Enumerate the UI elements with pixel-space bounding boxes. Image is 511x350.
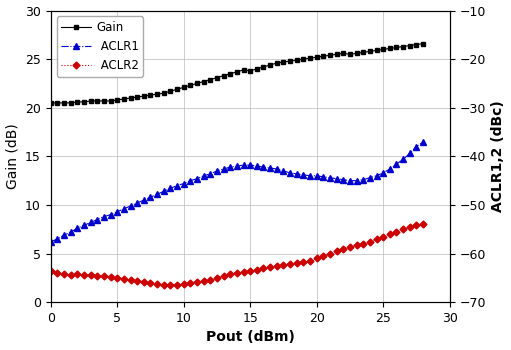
 ACLR1 [420, 140, 426, 144]
 ACLR2 [420, 222, 426, 226]
Y-axis label: Gain (dB): Gain (dB) [6, 124, 19, 189]
 ACLR2 [314, 256, 320, 260]
 ACLR1 [147, 195, 153, 199]
Gain [420, 42, 426, 46]
 ACLR1 [67, 230, 74, 234]
 ACLR2 [214, 276, 220, 280]
Gain [300, 57, 307, 61]
Gain [147, 93, 153, 97]
 ACLR2 [48, 269, 54, 273]
Gain [207, 77, 214, 82]
 ACLR1 [307, 174, 313, 178]
 ACLR1 [61, 233, 67, 237]
 ACLR2 [160, 282, 167, 287]
Line:  ACLR1: ACLR1 [48, 139, 426, 245]
Line: Gain: Gain [48, 41, 426, 105]
 ACLR2 [307, 259, 313, 264]
 ACLR1 [300, 173, 307, 177]
Gain [67, 101, 74, 105]
 ACLR2 [67, 273, 74, 277]
 ACLR2 [147, 281, 153, 285]
 ACLR2 [61, 272, 67, 276]
 ACLR1 [207, 172, 214, 176]
Gain [61, 101, 67, 105]
Gain [307, 56, 313, 60]
 ACLR1 [48, 240, 54, 244]
Legend: Gain,  ACLR1,  ACLR2: Gain, ACLR1, ACLR2 [57, 16, 144, 77]
Line:  ACLR2: ACLR2 [48, 222, 426, 287]
X-axis label: Pout (dBm): Pout (dBm) [206, 330, 295, 344]
Y-axis label: ACLR1,2 (dBc): ACLR1,2 (dBc) [492, 100, 505, 212]
Gain [48, 101, 54, 105]
